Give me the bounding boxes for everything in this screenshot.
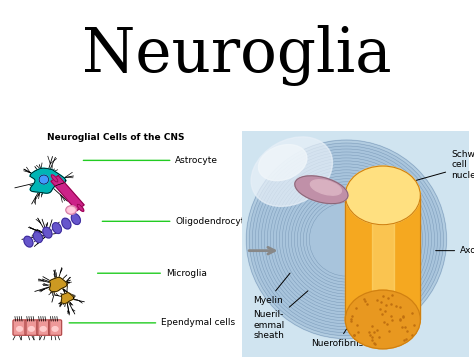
Ellipse shape [264,158,428,321]
Text: Nueril-
emmal
sheath: Nueril- emmal sheath [253,291,308,340]
Ellipse shape [40,327,46,331]
Ellipse shape [255,149,438,330]
Text: Microglia: Microglia [98,269,207,278]
Ellipse shape [52,327,58,331]
Ellipse shape [246,140,447,339]
Ellipse shape [345,290,420,349]
Ellipse shape [33,232,43,242]
Polygon shape [30,168,66,193]
Ellipse shape [261,155,431,324]
Ellipse shape [51,175,58,182]
Ellipse shape [71,214,81,225]
FancyBboxPatch shape [242,131,469,357]
Ellipse shape [297,191,395,288]
Text: Ependymal cells: Ependymal cells [69,318,235,327]
Ellipse shape [285,179,408,300]
Ellipse shape [301,194,392,285]
FancyBboxPatch shape [48,320,62,335]
Ellipse shape [310,180,341,195]
Ellipse shape [28,327,34,331]
Polygon shape [51,175,84,211]
Ellipse shape [306,199,386,279]
Ellipse shape [276,170,417,309]
Ellipse shape [303,197,390,282]
Text: Nuerofibrils: Nuerofibrils [311,300,365,348]
Ellipse shape [77,204,84,211]
Ellipse shape [267,161,426,318]
Text: Astrocyte: Astrocyte [83,156,219,165]
Text: Neuroglia: Neuroglia [82,25,392,87]
Ellipse shape [62,218,71,229]
FancyBboxPatch shape [25,320,38,335]
Ellipse shape [251,137,332,206]
Ellipse shape [273,167,419,312]
Ellipse shape [292,185,401,294]
Ellipse shape [52,223,62,233]
Ellipse shape [310,203,383,276]
Text: Oligodendrocyte: Oligodendrocyte [102,217,250,226]
Ellipse shape [288,182,404,297]
Text: Myelin: Myelin [253,273,290,305]
Ellipse shape [258,152,435,327]
Text: Axon: Axon [436,246,474,255]
FancyBboxPatch shape [372,195,394,320]
Polygon shape [50,277,67,292]
Ellipse shape [345,166,420,225]
Ellipse shape [68,207,74,213]
Ellipse shape [295,176,348,203]
Ellipse shape [252,146,440,333]
Ellipse shape [279,173,413,306]
Ellipse shape [258,145,307,181]
Ellipse shape [270,164,422,315]
Ellipse shape [66,206,76,214]
FancyBboxPatch shape [36,320,50,335]
Ellipse shape [24,236,33,247]
Ellipse shape [294,188,399,291]
Ellipse shape [17,327,22,331]
Text: Neuroglial Cells of the CNS: Neuroglial Cells of the CNS [47,133,185,142]
FancyBboxPatch shape [345,195,420,320]
Ellipse shape [249,143,444,336]
Ellipse shape [283,176,410,303]
Text: Schwann
cell
nucleus: Schwann cell nucleus [385,150,474,189]
Polygon shape [61,293,74,303]
Circle shape [39,175,49,184]
FancyBboxPatch shape [13,320,26,335]
Ellipse shape [43,227,52,238]
